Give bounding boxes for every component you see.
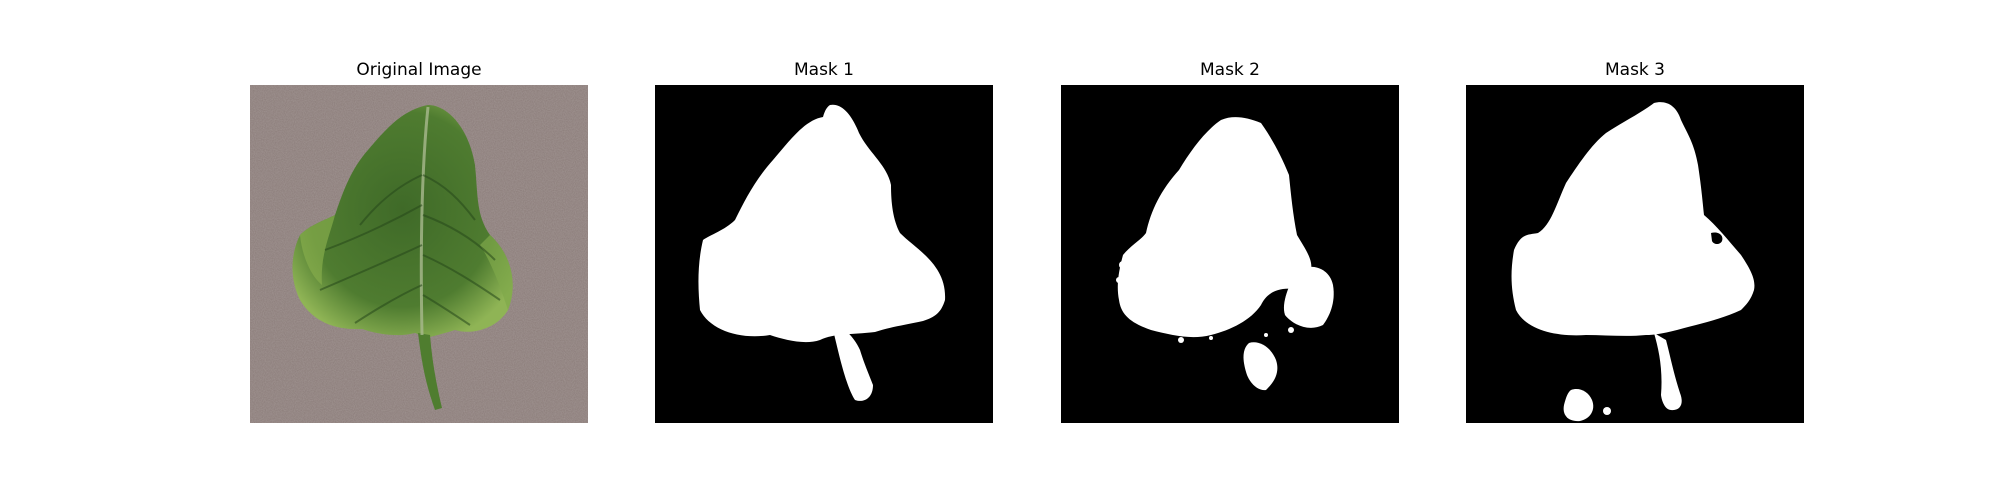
- mask-1-image: [655, 85, 993, 423]
- panel-title: Original Image: [356, 60, 482, 80]
- panel-title: Mask 3: [1604, 60, 1665, 80]
- panel-title: Mask 2: [1199, 60, 1260, 80]
- original-image: [250, 85, 588, 423]
- panel-title: Mask 1: [793, 60, 854, 80]
- mask-3-image: [1466, 85, 1804, 423]
- mask-2-image: [1061, 85, 1399, 423]
